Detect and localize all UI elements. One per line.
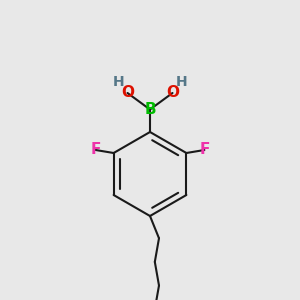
Text: F: F [90, 142, 101, 158]
Text: F: F [199, 142, 210, 158]
Text: B: B [144, 102, 156, 117]
Text: H: H [176, 75, 187, 88]
Text: O: O [121, 85, 134, 100]
Text: O: O [166, 85, 179, 100]
Text: H: H [113, 75, 124, 88]
